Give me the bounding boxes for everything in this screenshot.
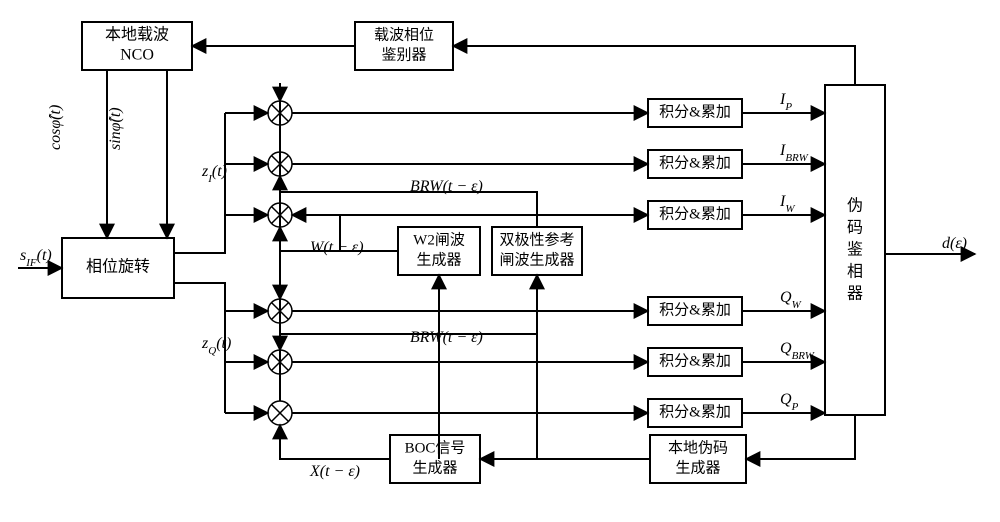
node-w2_gen: W2闸波生成器 xyxy=(398,227,480,275)
node-label: 器 xyxy=(847,285,863,303)
mixer-m5 xyxy=(268,350,292,374)
label: QBRW xyxy=(780,340,815,362)
node-label: 积分&累加 xyxy=(659,301,731,318)
node-label: 积分&累加 xyxy=(659,403,731,420)
svg-text:cosφ̂(t): cosφ̂(t) xyxy=(47,105,64,150)
wire xyxy=(453,46,855,85)
node-int2: 积分&累加 xyxy=(648,150,742,178)
node-nco: 本地载波 NCO xyxy=(82,22,192,70)
label: QW xyxy=(780,289,802,311)
node-label: 载波相位 xyxy=(374,26,434,43)
label: BRW(t − ε) xyxy=(410,329,483,346)
node-label: 鉴 xyxy=(847,241,863,259)
wire xyxy=(280,176,537,227)
node-label: 鉴别器 xyxy=(381,46,426,63)
label: zQ(t) xyxy=(201,335,231,357)
node-label: W2闸波 xyxy=(413,231,465,248)
node-label: 积分&累加 xyxy=(659,205,731,222)
node-phase_disc: 载波相位鉴别器 xyxy=(355,22,453,70)
label: BRW(t − ε) xyxy=(410,178,483,195)
node-label: 闸波生成器 xyxy=(499,251,574,268)
node-label: 相 xyxy=(847,263,863,281)
mixer-m3 xyxy=(268,203,292,227)
wire xyxy=(280,275,537,350)
node-phase_rot: 相位旋转 xyxy=(62,238,174,298)
mixer-m4 xyxy=(268,299,292,323)
svg-text:sinφ̂(t): sinφ̂(t) xyxy=(107,107,124,150)
node-label: 本地载波 xyxy=(105,26,169,44)
node-pn_disc: 伪码鉴相器 xyxy=(825,85,885,415)
node-boc_gen: BOC信号生成器 xyxy=(390,435,480,483)
node-int1: 积分&累加 xyxy=(648,99,742,127)
label: QP xyxy=(780,391,799,413)
mixer-m1 xyxy=(268,101,292,125)
node-label: 生成器 xyxy=(416,251,461,268)
node-label: 码 xyxy=(847,219,863,237)
node-label: NCO xyxy=(120,47,154,64)
node-int5: 积分&累加 xyxy=(648,348,742,376)
label: d(ε) xyxy=(942,235,967,252)
label: IP xyxy=(779,91,792,113)
node-label: 本地伪码 xyxy=(668,439,728,456)
label: X(t − ε) xyxy=(309,463,360,480)
node-label: BOC信号 xyxy=(405,439,466,456)
node-int4: 积分&累加 xyxy=(648,297,742,325)
mixer-m6 xyxy=(268,401,292,425)
node-label: 生成器 xyxy=(675,459,720,476)
mixer-m2 xyxy=(268,152,292,176)
wire xyxy=(746,415,855,459)
label: IBRW xyxy=(779,142,809,164)
node-int3: 积分&累加 xyxy=(648,201,742,229)
wire xyxy=(280,425,390,459)
node-brw_gen: 双极性参考闸波生成器 xyxy=(492,227,582,275)
label: W(t − ε) xyxy=(310,239,364,256)
node-label: 积分&累加 xyxy=(659,103,731,120)
node-pn_gen: 本地伪码生成器 xyxy=(650,435,746,483)
node-int6: 积分&累加 xyxy=(648,399,742,427)
wire xyxy=(174,113,225,253)
node-label: 伪 xyxy=(847,197,863,215)
label: sIF(t) xyxy=(20,247,52,269)
node-label: 积分&累加 xyxy=(659,154,731,171)
node-label: 双极性参考 xyxy=(499,231,574,248)
node-label: 相位旋转 xyxy=(86,258,150,276)
label: zI(t) xyxy=(201,163,227,185)
label: sinφ̂(t) xyxy=(107,107,124,150)
label: IW xyxy=(779,193,795,215)
node-label: 积分&累加 xyxy=(659,352,731,369)
label: cosφ̂(t) xyxy=(47,105,64,150)
node-label: 生成器 xyxy=(412,459,457,476)
